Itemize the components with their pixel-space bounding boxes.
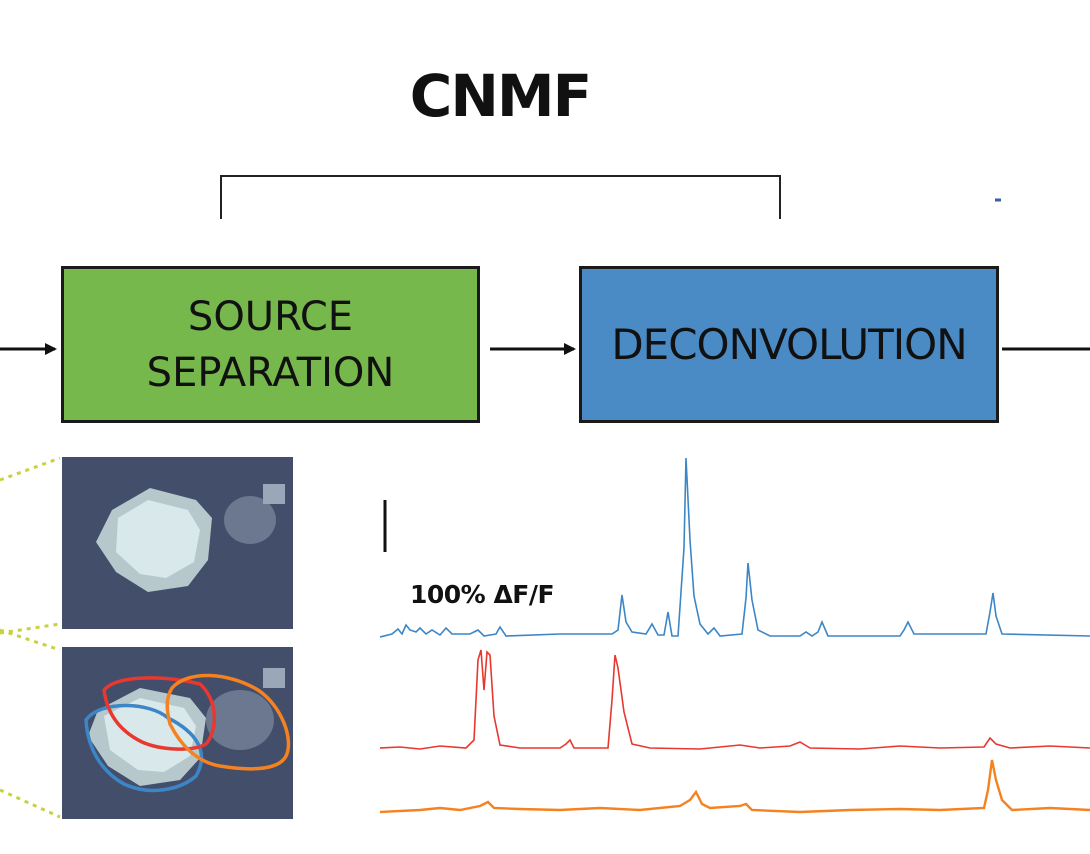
zoom-guides (0, 456, 61, 819)
deconvolution-box: DECONVOLUTION (579, 266, 999, 423)
diagram-title: CNMF (409, 62, 592, 130)
roi-red (102, 676, 217, 751)
deconvolution-label: DECONVOLUTION (611, 320, 967, 369)
roi-blue (84, 703, 204, 793)
neuron-image-rois (62, 647, 293, 819)
trace-orange (379, 759, 1090, 814)
source-separation-label-line2: SEPARATION (146, 349, 395, 396)
scale-bar-label: 100% ΔF/F (410, 580, 555, 609)
trace-blue (379, 457, 1090, 638)
source-separation-label-line1: SOURCE (187, 293, 354, 340)
neuron-image-raw (62, 457, 293, 629)
grouping-bracket (220, 175, 781, 219)
roi-orange (165, 673, 291, 771)
source-separation-box: SOURCE SEPARATION (61, 266, 480, 423)
trace-red (379, 649, 1090, 750)
